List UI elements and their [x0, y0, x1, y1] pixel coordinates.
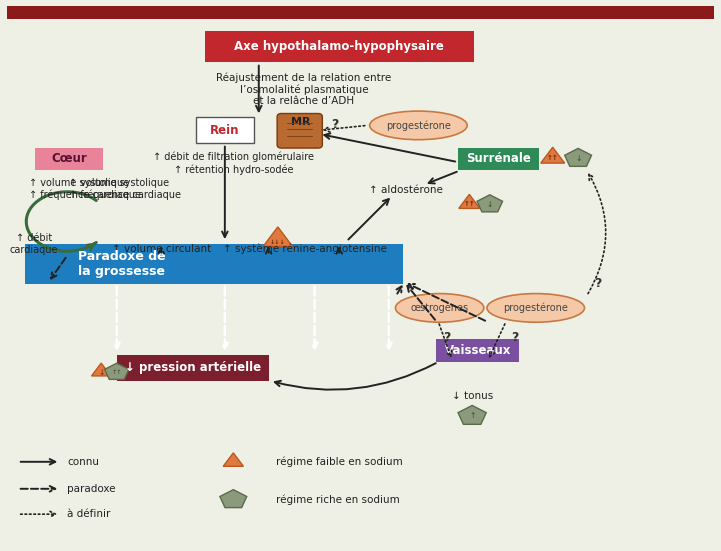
- Text: ↓: ↓: [98, 368, 105, 377]
- Polygon shape: [565, 148, 591, 166]
- Text: paradoxe: paradoxe: [67, 484, 116, 494]
- Text: ↑ aldostérone: ↑ aldostérone: [369, 185, 443, 195]
- Text: ↓: ↓: [487, 199, 493, 209]
- Text: Rein: Rein: [210, 124, 239, 137]
- Text: progestérone: progestérone: [386, 120, 451, 131]
- Polygon shape: [458, 406, 486, 424]
- Text: ?: ?: [443, 331, 451, 344]
- Polygon shape: [220, 490, 247, 507]
- Text: MR: MR: [291, 117, 310, 127]
- Text: ?: ?: [594, 277, 601, 290]
- Text: ?: ?: [511, 331, 518, 344]
- Polygon shape: [541, 147, 565, 163]
- Text: Vaisseaux: Vaisseaux: [445, 344, 511, 357]
- Text: ↑ volume systolique
↑ fréquence cardiaque: ↑ volume systolique ↑ fréquence cardiaqu…: [69, 178, 182, 200]
- Text: connu: connu: [67, 457, 99, 467]
- Bar: [35, 148, 102, 170]
- Bar: [25, 244, 403, 284]
- Ellipse shape: [396, 294, 484, 322]
- Text: ↓↓↓: ↓↓↓: [270, 240, 286, 245]
- Bar: [205, 31, 474, 62]
- Polygon shape: [477, 195, 503, 212]
- Text: régime riche en sodium: régime riche en sodium: [275, 494, 399, 505]
- Text: ↑ volume circulant: ↑ volume circulant: [112, 244, 211, 253]
- Text: Axe hypothalamo-hypophysaire: Axe hypothalamo-hypophysaire: [234, 40, 444, 53]
- Text: ↑↑: ↑↑: [464, 201, 475, 207]
- Polygon shape: [459, 195, 480, 208]
- Text: ↓: ↓: [575, 154, 581, 163]
- Text: ↑↑: ↑↑: [112, 370, 122, 375]
- Text: ↑ débit de filtration glomérulaire
↑ rétention hydro-sodée: ↑ débit de filtration glomérulaire ↑ rét…: [153, 152, 314, 175]
- Text: ↓ pression artérielle: ↓ pression artérielle: [125, 361, 261, 374]
- FancyBboxPatch shape: [277, 114, 322, 148]
- Text: Surrénale: Surrénale: [466, 153, 531, 165]
- Text: progestérone: progestérone: [503, 302, 568, 313]
- Text: Réajustement de la relation entre
l’osmolalité plasmatique
et la relâche d’ADH: Réajustement de la relation entre l’osmo…: [216, 72, 392, 106]
- Bar: [7, 6, 714, 19]
- Text: œstrogènes: œstrogènes: [410, 302, 469, 313]
- Ellipse shape: [370, 111, 467, 140]
- Text: ↑ volume systolique
↑ fréquence cardiaque: ↑ volume systolique ↑ fréquence cardiaqu…: [29, 178, 141, 200]
- Text: ↓ tonus: ↓ tonus: [451, 391, 492, 401]
- Polygon shape: [105, 363, 129, 380]
- Bar: [458, 148, 539, 170]
- Text: ↑ système rénine-angiotensine: ↑ système rénine-angiotensine: [224, 243, 387, 254]
- Text: ↑↑: ↑↑: [547, 155, 559, 161]
- Text: Cœur: Cœur: [51, 153, 87, 165]
- Polygon shape: [224, 453, 244, 466]
- Text: ?: ?: [331, 118, 338, 131]
- Polygon shape: [92, 363, 111, 376]
- Bar: [436, 339, 519, 362]
- Text: ↑: ↑: [469, 412, 475, 420]
- Text: Paradoxe de
la grossesse: Paradoxe de la grossesse: [78, 250, 166, 278]
- Text: ↑ débit
cardiaque: ↑ débit cardiaque: [10, 234, 58, 255]
- Bar: [117, 355, 269, 381]
- Polygon shape: [263, 227, 293, 246]
- Bar: [196, 117, 254, 143]
- Ellipse shape: [487, 294, 585, 322]
- Text: à définir: à définir: [67, 509, 110, 519]
- Text: régime faible en sodium: régime faible en sodium: [275, 457, 402, 467]
